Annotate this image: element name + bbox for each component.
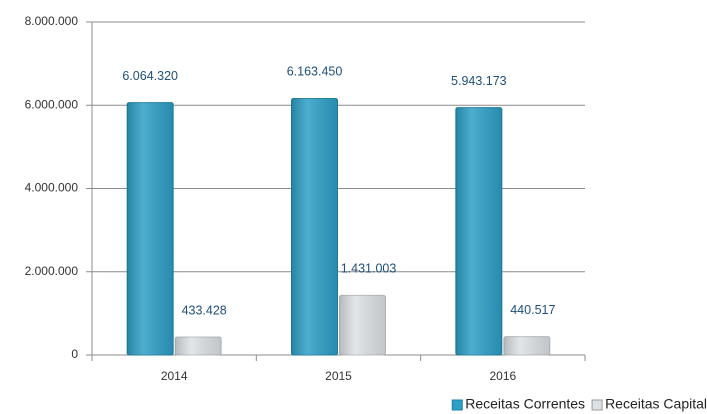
y-tick-label: 0 <box>71 347 78 361</box>
y-tick-label: 8.000.000 <box>25 14 79 28</box>
bar-shine <box>503 336 550 355</box>
bar-shine <box>127 102 174 355</box>
legend-label: Receitas Correntes <box>465 396 585 412</box>
bar-shine <box>339 295 386 355</box>
x-tick-label: 2016 <box>489 369 516 383</box>
value-label: 433.428 <box>182 303 227 317</box>
value-label: 6.163.450 <box>287 65 343 79</box>
bar-shine <box>291 98 338 355</box>
value-label: 1.431.003 <box>341 262 397 276</box>
y-tick-label: 4.000.000 <box>25 181 79 195</box>
legend-swatch <box>591 399 603 411</box>
y-tick-label: 6.000.000 <box>25 97 79 111</box>
x-tick-label: 2015 <box>325 369 352 383</box>
bar-shine <box>175 336 222 355</box>
value-label: 6.064.320 <box>122 69 178 83</box>
bar-shine <box>455 107 502 356</box>
legend-swatch <box>451 399 463 411</box>
x-tick-label: 2014 <box>161 369 188 383</box>
y-tick-label: 2.000.000 <box>25 264 79 278</box>
value-label: 440.517 <box>510 303 555 317</box>
legend-label: Receitas Capital <box>605 396 707 412</box>
value-label: 5.943.173 <box>451 74 507 88</box>
